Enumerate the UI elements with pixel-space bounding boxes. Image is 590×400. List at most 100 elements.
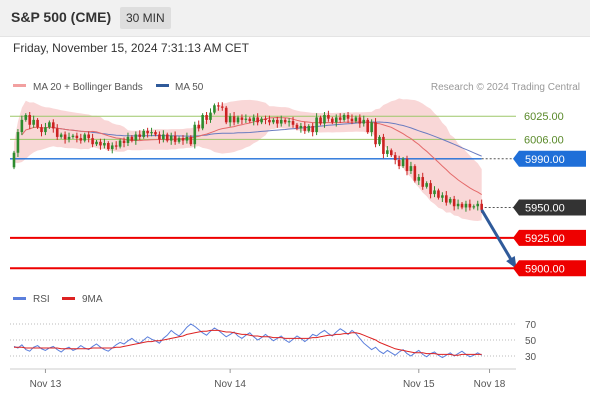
candle-body bbox=[460, 203, 464, 208]
candle-body bbox=[342, 115, 346, 120]
timeframe-badge[interactable]: 30 MIN bbox=[120, 7, 171, 29]
candle-body bbox=[429, 183, 432, 195]
candle-body bbox=[456, 203, 460, 207]
candle-body bbox=[452, 198, 456, 207]
level-5925-00-tag bbox=[513, 229, 586, 246]
legend-swatch-bollinger bbox=[13, 84, 26, 87]
candle-body bbox=[244, 118, 248, 120]
candle-body bbox=[228, 116, 232, 123]
candle-body bbox=[36, 119, 39, 128]
x-tick-label: Nov 15 bbox=[403, 379, 435, 390]
candle-body bbox=[150, 132, 153, 134]
projection-arrow bbox=[480, 209, 517, 269]
ma20-line bbox=[21, 116, 482, 196]
level-5900-00-label: 5900.00 bbox=[525, 263, 565, 275]
ma50-line bbox=[53, 121, 482, 157]
candle-body bbox=[197, 124, 201, 129]
candle-body bbox=[162, 134, 165, 140]
candle-body bbox=[48, 122, 51, 128]
level-5950-00-tag bbox=[513, 199, 586, 216]
candle-body bbox=[476, 203, 480, 207]
candle-body bbox=[334, 117, 338, 123]
level-6006-00-label: 6006.00 bbox=[524, 134, 564, 146]
candle-body bbox=[232, 116, 236, 123]
bollinger-band-area bbox=[14, 98, 482, 221]
candle-body bbox=[59, 134, 63, 137]
candle-body bbox=[421, 177, 425, 187]
candle-body bbox=[374, 122, 377, 145]
candle-body bbox=[413, 166, 417, 181]
candle-body bbox=[87, 134, 90, 139]
candle-body bbox=[134, 134, 138, 141]
candle-body bbox=[83, 134, 87, 141]
candle-body bbox=[28, 115, 32, 125]
level-labels: 6025.00 6006.00 5990.00 5950.00 5925.00 5900.… bbox=[513, 111, 586, 277]
level-5925-00-label: 5925.00 bbox=[525, 233, 565, 245]
rsi-panel: 70 50 30 bbox=[10, 320, 537, 363]
candle-body bbox=[441, 195, 444, 198]
legend-label-rsi: RSI bbox=[33, 294, 50, 305]
candle-body bbox=[354, 117, 358, 122]
candle-body bbox=[114, 145, 118, 147]
candle-body bbox=[99, 141, 102, 146]
candle-body bbox=[126, 136, 130, 143]
candle-body bbox=[193, 124, 197, 145]
candle-body bbox=[268, 119, 271, 123]
candle-body bbox=[409, 166, 413, 171]
candle-body bbox=[185, 136, 189, 141]
candle-body bbox=[16, 132, 20, 153]
candle-body bbox=[480, 203, 483, 210]
main-legend: MA 20 + Bollinger Bands MA 50 bbox=[13, 82, 204, 93]
candle-body bbox=[425, 183, 428, 187]
candle-body bbox=[177, 138, 181, 142]
candle-body bbox=[362, 119, 366, 124]
rsi-tick-30: 30 bbox=[525, 352, 537, 363]
bollinger-bands bbox=[14, 98, 482, 221]
candle-body bbox=[71, 135, 75, 137]
candle-body bbox=[158, 134, 161, 140]
candle-body bbox=[433, 190, 436, 195]
candle-body bbox=[130, 136, 134, 141]
candle-body bbox=[287, 121, 291, 123]
x-tick-label: Nov 13 bbox=[30, 379, 62, 390]
candle-body bbox=[201, 115, 204, 129]
candle-body bbox=[52, 122, 55, 129]
projection-arrow-shaft bbox=[480, 209, 517, 268]
chart-header: S&P 500 (CME) 30 MIN bbox=[0, 0, 590, 37]
candle-body bbox=[146, 130, 149, 134]
candle-body bbox=[370, 122, 373, 133]
candle-body bbox=[323, 115, 326, 124]
candle-body bbox=[299, 125, 303, 129]
candle-body bbox=[103, 143, 106, 146]
rsi-tick-70: 70 bbox=[525, 320, 537, 331]
instrument-title: S&P 500 (CME) bbox=[11, 9, 112, 25]
candle-body bbox=[24, 115, 28, 120]
candle-body bbox=[283, 119, 287, 123]
candle-body bbox=[327, 115, 330, 119]
candle-body bbox=[118, 140, 122, 147]
candle-body bbox=[63, 134, 67, 140]
candle-body bbox=[264, 118, 267, 120]
moving-averages bbox=[21, 116, 482, 196]
candle-body bbox=[393, 155, 397, 161]
legend-label-9ma: 9MA bbox=[82, 294, 103, 305]
candle-body bbox=[307, 125, 311, 131]
candle-body bbox=[382, 136, 385, 154]
candle-body bbox=[378, 136, 381, 145]
candle-body bbox=[165, 134, 169, 141]
candle-body bbox=[220, 106, 224, 108]
candle-body bbox=[366, 119, 369, 133]
legend-swatch-rsi bbox=[13, 297, 26, 300]
level-5990-00-tag bbox=[513, 150, 586, 167]
candle-body bbox=[295, 124, 299, 129]
candle-body bbox=[173, 135, 177, 142]
candle-body bbox=[213, 105, 216, 113]
candle-body bbox=[448, 198, 452, 203]
rsi-tick-50: 50 bbox=[525, 336, 537, 347]
candle-body bbox=[107, 143, 110, 150]
candle-body bbox=[248, 118, 252, 122]
candle-body bbox=[468, 203, 472, 208]
candle-body bbox=[437, 190, 440, 198]
candle-body bbox=[20, 119, 24, 133]
